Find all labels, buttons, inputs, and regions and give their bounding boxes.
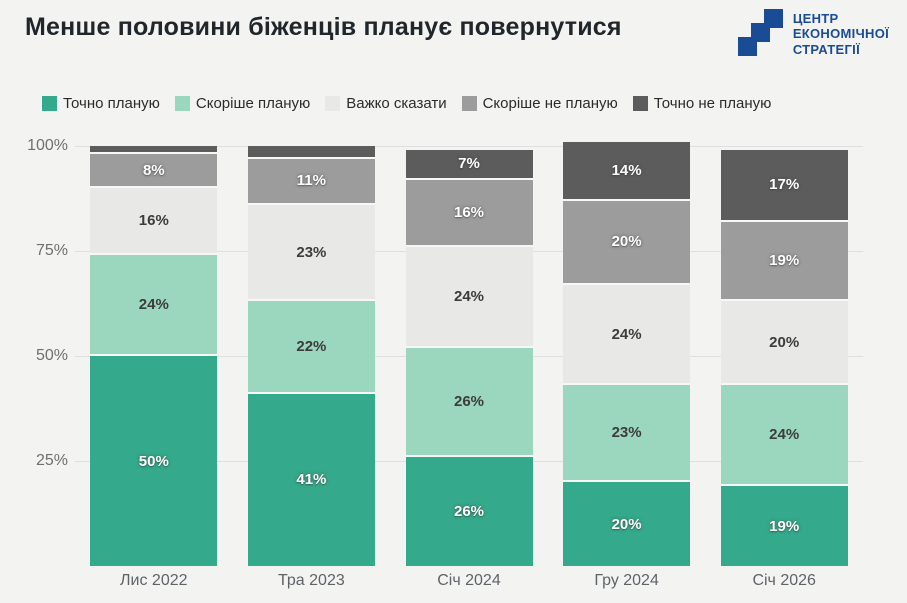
- bar-segment: 14%: [563, 141, 691, 201]
- legend-swatch: [632, 96, 648, 111]
- bar-segment: 17%: [720, 150, 848, 222]
- segment-value-label: 23%: [296, 243, 327, 261]
- bar-segment: 11%: [247, 158, 375, 205]
- bar-Січ-2026: 19% 24% 20% 19% 17%: [720, 150, 848, 566]
- legend-swatch: [461, 96, 477, 111]
- segment-value-label: 23%: [611, 424, 642, 442]
- logo-line-1: ЦЕНТР: [792, 11, 839, 26]
- bar-segment: 16%: [405, 179, 533, 247]
- legend-item-hard-to-say: Важко сказати: [325, 95, 447, 112]
- bar-segment: [247, 146, 375, 159]
- x-axis-label: Січ 2026: [752, 572, 816, 589]
- bar-Тра-2023: 41% 22% 23% 11%: [247, 146, 375, 566]
- bar-segment: 19%: [720, 486, 848, 566]
- logo-staircase-icon: [737, 9, 783, 56]
- legend-swatch: [42, 96, 57, 111]
- legend-swatch: [174, 96, 190, 111]
- legend-item-rather-not-plan: Скоріше не планую: [461, 95, 618, 112]
- legend-item-definitely-not-plan: Точно не планую: [632, 95, 772, 112]
- bar-Лис-2022: 50% 24% 16% 8%: [90, 146, 218, 566]
- chart-legend: Точно планую Скоріше планую Важко сказат…: [42, 95, 771, 112]
- segment-value-label: 20%: [611, 233, 642, 251]
- x-axis-label: Гру 2024: [594, 572, 659, 589]
- bar-segment: 50%: [90, 356, 218, 566]
- logo-line-3: СТРАТЕГІЇ: [792, 41, 860, 57]
- page-title: Менше половини біженців планує повернути…: [25, 13, 622, 41]
- y-axis-label-25: 25%: [35, 452, 68, 469]
- segment-value-label: 14%: [611, 161, 642, 179]
- segment-value-label: 41%: [296, 471, 327, 489]
- y-axis-label-75: 75%: [35, 242, 68, 259]
- x-axis-label: Січ 2024: [437, 572, 501, 589]
- segment-value-label: 16%: [453, 203, 485, 221]
- bar-segment: 24%: [90, 255, 218, 356]
- legend-item-rather-plan: Скоріше планую: [174, 95, 311, 112]
- bar-segment: 20%: [563, 200, 691, 285]
- y-axis-label-50: 50%: [35, 347, 68, 364]
- segment-value-label: 8%: [142, 161, 165, 179]
- legend-label: Важко сказати: [346, 95, 447, 112]
- bar-segment: 23%: [247, 204, 375, 302]
- plot-area: 50% 24% 16% 8% Лис 2022 41% 22% 23% 11% Тра 2023 2…: [75, 141, 863, 589]
- segment-value-label: 50%: [138, 452, 169, 470]
- logo: ЦЕНТР ЕКОНОМІЧНОЇ СТРАТЕГІЇ: [737, 8, 889, 60]
- bar-segment: 16%: [90, 188, 218, 256]
- bar-Січ-2024: 26% 26% 24% 16% 7%: [405, 150, 533, 566]
- segment-value-label: 19%: [769, 517, 800, 535]
- x-axis-label: Тра 2023: [278, 572, 345, 589]
- segment-value-label: 11%: [296, 172, 326, 190]
- bar-segment: 26%: [405, 347, 533, 457]
- legend-label: Скоріше планую: [195, 95, 311, 112]
- segment-value-label: 24%: [138, 296, 169, 314]
- gridline-100: [75, 146, 863, 147]
- segment-value-label: 26%: [453, 392, 485, 410]
- segment-value-label: 22%: [296, 338, 327, 356]
- bar-segment: 22%: [247, 301, 375, 394]
- bar-segment: 24%: [563, 284, 691, 386]
- x-axis-label: Лис 2022: [120, 572, 188, 589]
- y-axis-label-100: 100%: [27, 137, 68, 154]
- logo-text: ЦЕНТР ЕКОНОМІЧНОЇ СТРАТЕГІЇ: [793, 8, 889, 57]
- bar-segment: 24%: [405, 246, 533, 348]
- segment-value-label: 24%: [769, 426, 800, 444]
- segment-value-label: 20%: [611, 515, 642, 533]
- legend-label: Точно не планую: [653, 95, 772, 112]
- segment-value-label: 17%: [769, 176, 800, 194]
- bar-segment: 20%: [563, 482, 691, 566]
- bar-Гру-2024: 20% 23% 24% 20% 14%: [563, 141, 691, 566]
- bar-segment: 20%: [720, 301, 848, 386]
- bar-segment: 8%: [90, 154, 218, 189]
- segment-value-label: 24%: [611, 325, 642, 343]
- segment-value-label: 16%: [138, 212, 169, 230]
- segment-value-label: 19%: [769, 252, 800, 269]
- bar-segment: [90, 146, 218, 155]
- legend-label: Скоріше не планую: [482, 95, 618, 112]
- legend-label: Точно планую: [63, 95, 160, 112]
- bar-segment: 26%: [405, 456, 533, 566]
- bar-segment: 7%: [405, 150, 533, 180]
- logo-line-2: ЕКОНОМІЧНОЇ: [792, 26, 889, 42]
- segment-value-label: 20%: [769, 333, 800, 351]
- bar-segment: 41%: [247, 393, 375, 566]
- bar-segment: 19%: [720, 221, 848, 302]
- legend-item-definitely-plan: Точно планую: [42, 95, 160, 112]
- segment-value-label: 24%: [453, 287, 485, 305]
- bar-segment: 24%: [720, 385, 848, 487]
- segment-value-label: 26%: [453, 502, 485, 520]
- bar-segment: 23%: [563, 385, 691, 482]
- legend-swatch: [325, 96, 341, 111]
- segment-value-label: 7%: [458, 155, 480, 173]
